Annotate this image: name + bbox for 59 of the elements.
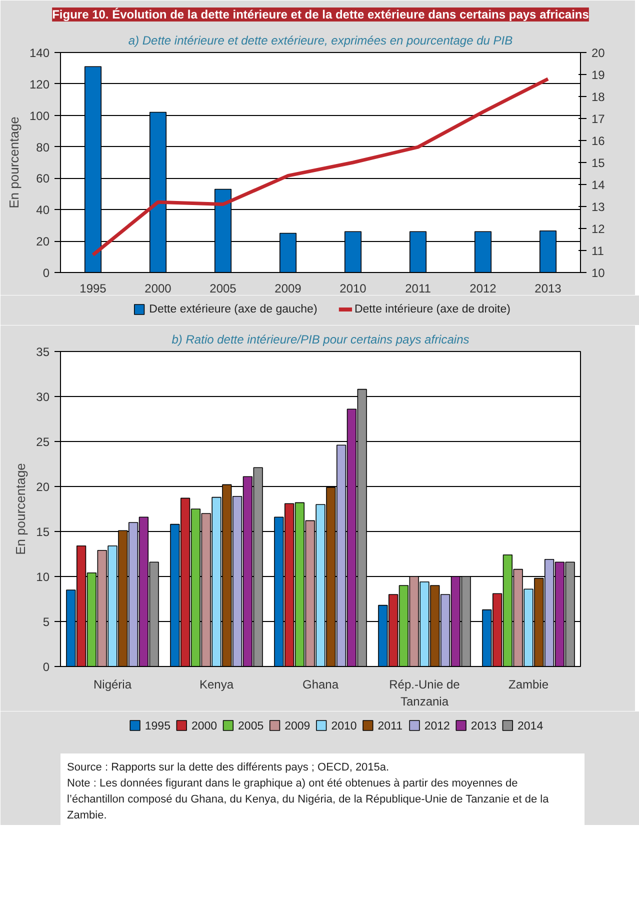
y2-tick-label: 18 <box>592 90 606 104</box>
y-tick-label: 30 <box>36 390 50 404</box>
legend-label: 2014 <box>518 720 544 732</box>
x-tick-label: 2005 <box>210 282 237 296</box>
text: Note : Les données figurant dans le graphique a) ont été obtenues à partir des moyennes de l’échantillon composé du Ghana, du Kenya, du Nigéria, de la République-Unie de Tanzanie et de la Zambie. <box>67 778 550 822</box>
legend-label: 1995 <box>144 720 170 732</box>
y-tick-label: 10 <box>36 570 50 584</box>
y2-tick-label: 15 <box>592 156 606 170</box>
line-series <box>91 77 550 257</box>
legend-label: Dette intérieure (axe de droite) <box>354 304 511 316</box>
legend-label: 2012 <box>424 720 450 732</box>
y-tick-label: 35 <box>36 345 50 359</box>
x-tick-label: 2010 <box>340 282 367 296</box>
x-tick-label: Kenya <box>199 678 234 692</box>
legend-label: 2013 <box>470 720 497 732</box>
y-tick-label: 25 <box>36 435 50 449</box>
x-tick-label: Nigéria <box>93 678 132 692</box>
y2-tick-label: 20 <box>592 46 606 60</box>
y2-tick-label: 16 <box>592 134 606 148</box>
chart-title: Figure 10. Évolution de la dette intérieure et de la dette extérieure dans certains pays africains <box>52 8 590 22</box>
y2-tick-label: 11 <box>592 244 604 258</box>
x-tick-label: Rép.-Unie de Tanzania <box>389 678 460 708</box>
y-tick-label: 20 <box>36 234 50 249</box>
source-note: Source : Rapports sur la dette des différents pays ; OECD, 2015a. <box>67 762 390 774</box>
y-tick-label: 100 <box>29 108 50 123</box>
x-tick-label: Zambie <box>508 678 549 692</box>
legend-label: 2009 <box>284 720 310 732</box>
y-tick-label: 120 <box>29 77 50 92</box>
y-axis-title: En pourcentage <box>13 463 28 555</box>
y2-tick-label: 13 <box>592 200 606 214</box>
x-tick-label: 2013 <box>534 282 562 296</box>
y-tick-label: 40 <box>36 203 50 218</box>
y-tick-label: 60 <box>36 172 50 186</box>
y-tick-label: 20 <box>36 480 50 494</box>
y-tick-label: 140 <box>29 46 50 60</box>
x-tick-label: Ghana <box>302 678 339 692</box>
chart-title: b) Ratio dette intérieure/PIB pour certains pays africains <box>172 332 470 346</box>
x-tick-label: 2012 <box>470 282 497 296</box>
legend-label: 2000 <box>191 720 218 732</box>
y2-tick-label: 12 <box>592 222 606 236</box>
y-tick-label: 15 <box>36 525 50 539</box>
legend-label: Dette extérieure (axe de gauche) <box>149 304 318 316</box>
x-tick-label: 2009 <box>274 282 302 296</box>
x-tick-label: 1995 <box>80 282 107 296</box>
y2-tick-label: 17 <box>592 112 606 126</box>
x-tick-label: 2011 <box>405 282 432 296</box>
y2-tick-label: 10 <box>592 266 606 280</box>
y-tick-label: 0 <box>42 660 50 674</box>
x-tick-label: 2000 <box>144 282 172 296</box>
y-tick-label: 0 <box>42 266 50 280</box>
chart-subtitle: a) Dette intérieure et dette extérieure, exprimées en pourcentage du PIB <box>128 34 513 48</box>
y2-tick-label: 14 <box>592 178 606 192</box>
legend-label: 2010 <box>331 720 357 732</box>
y-axis-title: En pourcentage <box>6 116 22 208</box>
y-tick-label: 80 <box>36 140 50 154</box>
y-tick-label: 5 <box>42 615 50 629</box>
legend-label: 2005 <box>238 720 264 732</box>
legend-label: 2011 <box>378 720 403 732</box>
y2-tick-label: 19 <box>592 68 606 82</box>
